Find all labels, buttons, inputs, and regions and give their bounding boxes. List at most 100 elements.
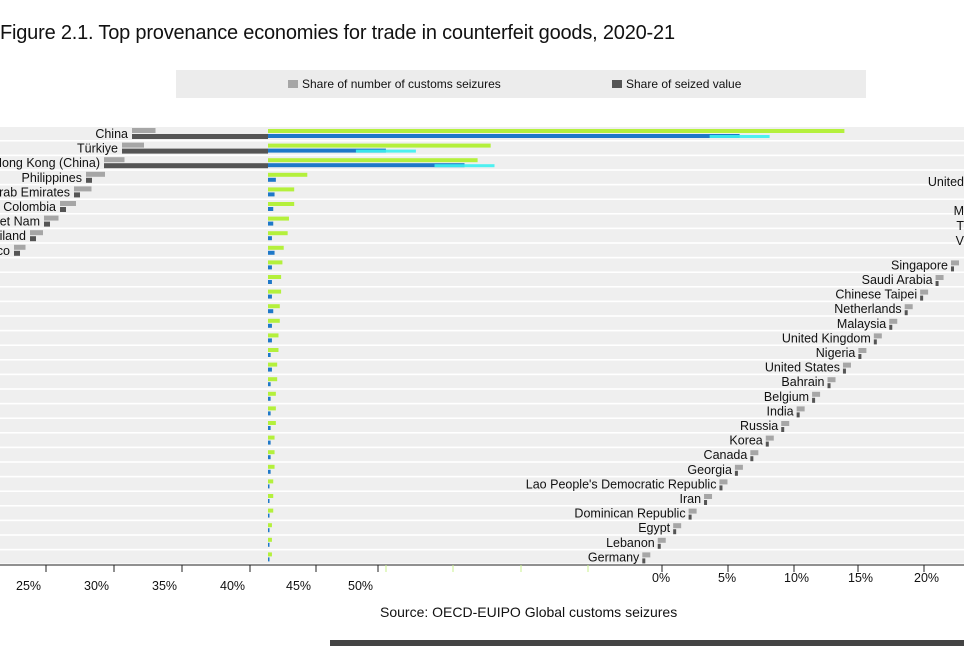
category-label: ed Arab Emirates [0,185,70,199]
step-marker-number [765,435,774,441]
category-label: Dominican Republic [574,507,685,521]
row-band [0,302,964,316]
bar-value [268,192,275,197]
category-label: Colombia [3,200,56,214]
bar-value [268,353,271,357]
step-marker-value [935,281,939,286]
row-band [0,521,964,535]
step-marker-value [904,310,908,316]
row-band [0,419,964,432]
step-marker-number [827,377,836,383]
row-band [0,448,964,462]
bar-value [268,177,276,182]
bar-value [268,207,274,211]
category-label: Russia [740,419,778,433]
step-marker-value [765,441,769,447]
bar-value [268,221,274,226]
bar-number [268,245,284,250]
step-marker-value [60,207,66,212]
step-marker-number [14,244,26,250]
bar-number [268,377,278,382]
bar-number [268,348,279,352]
category-label: Canada [704,448,748,462]
category-label: China [95,127,128,141]
category-label: Netherlands [834,302,901,316]
legend: Share of number of customs seizures Shar… [176,70,866,98]
step-marker-value [688,514,692,520]
legend-swatch-number [288,80,298,88]
step-marker-number [122,142,144,148]
bar-number [268,275,282,279]
bar-number [268,172,308,177]
step-marker-number [935,275,944,280]
bar-value [268,134,740,138]
step-marker-value [132,134,268,139]
step-marker-value [734,470,738,476]
step-marker-value [812,397,816,403]
row-band [0,477,964,491]
step-marker-number [44,215,59,221]
category-label: United Kingdom [782,331,871,345]
bar-number [268,143,491,148]
bar-value [268,163,465,168]
step-marker-number [842,362,851,368]
x-tick-label: 10% [784,571,809,585]
category-label: Saudi Arabia [862,273,933,287]
x-tick-label: 40% [220,579,245,593]
step-marker-value [889,324,893,330]
step-marker-value [74,192,80,198]
step-marker-number [904,304,913,310]
step-marker-number [750,450,759,456]
bar-value [268,411,271,416]
step-marker-number [104,157,125,163]
step-marker-number [873,333,882,339]
step-marker-number [132,128,156,133]
category-label: Chinese Taipei [835,288,917,302]
bar-number [268,362,278,367]
bar-number [268,304,280,309]
step-marker-number [781,421,790,426]
category-label: Egypt [638,521,670,535]
category-label-fragment: V [956,234,964,248]
category-label: India [767,404,794,418]
step-marker-value [858,354,862,359]
step-marker-number [734,464,743,470]
category-label: Lebanon [606,536,655,550]
step-marker-number [920,289,929,295]
x-tick-label: 15% [848,571,873,585]
step-marker-value [781,427,785,432]
x-tick-label: 0% [652,571,670,585]
row-band [0,316,964,330]
step-marker-value [86,177,92,183]
bar-number [268,318,280,323]
step-marker-number [30,230,43,236]
step-marker-value [657,543,661,549]
category-label: Malaysia [837,317,886,331]
bar-value-highlight [709,135,770,138]
bar-value [268,528,270,533]
bar-number [268,450,275,455]
category-label: Singapore [891,258,948,272]
row-band [0,185,964,199]
bar-number [268,289,282,294]
row-band [0,258,964,272]
step-marker-number [704,494,713,499]
step-marker-value [750,456,754,462]
category-label: xico [0,244,10,258]
category-label: United States [765,361,840,375]
row-band [0,346,964,359]
legend-item-value: Share of seized value [612,77,741,91]
bar-number [268,406,276,411]
category-label: Georgia [687,463,732,477]
category-label-fragment: United [928,175,964,189]
category-label-fragment: T [956,219,964,233]
step-marker-value [796,412,800,418]
x-tick-label: 5% [718,571,736,585]
row-band [0,389,964,403]
x-tick-label: 35% [152,579,177,593]
step-marker-value [673,529,677,535]
bar-value [268,148,386,153]
step-marker-number [719,479,728,485]
step-marker-value [642,558,646,564]
